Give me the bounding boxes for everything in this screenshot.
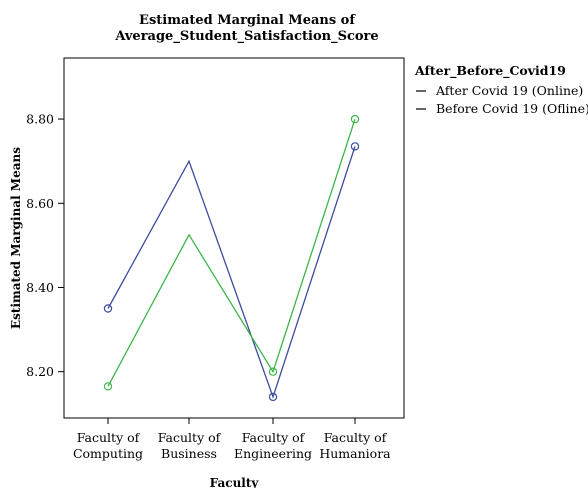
x-tick-label: Humaniora	[319, 446, 391, 461]
legend-item-label: Before Covid 19 (Ofline)	[436, 101, 588, 116]
y-axis: 8.20 8.40 8.60 8.80	[26, 112, 64, 379]
chart-title: Estimated Marginal Means ofAverage_Stude…	[114, 13, 378, 44]
chart-title-line-1: Estimated Marginal Means of	[139, 13, 356, 28]
y-tick-label: 8.60	[26, 196, 54, 211]
legend: After_Before_Covid19 After Covid 19 (Onl…	[414, 63, 588, 116]
series-2-point	[103, 382, 113, 391]
x-tick-label: Business	[161, 446, 217, 461]
y-axis-label: Estimated Marginal Means	[9, 147, 23, 329]
x-tick-label: Faculty of	[242, 430, 306, 445]
chart-title-line-2: Average_Student_Satisfaction_Score	[114, 29, 378, 44]
series-line-1	[107, 146, 356, 399]
series-1-point	[103, 304, 113, 313]
series-line-2	[107, 118, 356, 387]
series-1-point	[268, 392, 278, 402]
series-2-point	[350, 114, 360, 124]
x-tick-label: Computing	[73, 446, 143, 461]
series-group	[103, 114, 360, 402]
plot-area	[63, 57, 405, 419]
y-tick-label: 8.40	[26, 280, 54, 295]
y-tick-label: 8.20	[26, 364, 54, 379]
legend-item-label: After Covid 19 (Online)	[435, 83, 583, 98]
x-tick-label: Engineering	[234, 446, 312, 461]
legend-title: After_Before_Covid19	[414, 63, 566, 79]
series-2-point	[268, 367, 278, 376]
x-axis-label: Faculty	[210, 476, 260, 488]
y-tick-label: 8.80	[26, 112, 54, 127]
series-1-point	[350, 142, 360, 151]
x-tick-label: Faculty of	[77, 430, 141, 445]
x-tick-label: Faculty of	[324, 430, 388, 445]
x-tick-label: Faculty of	[158, 430, 222, 445]
